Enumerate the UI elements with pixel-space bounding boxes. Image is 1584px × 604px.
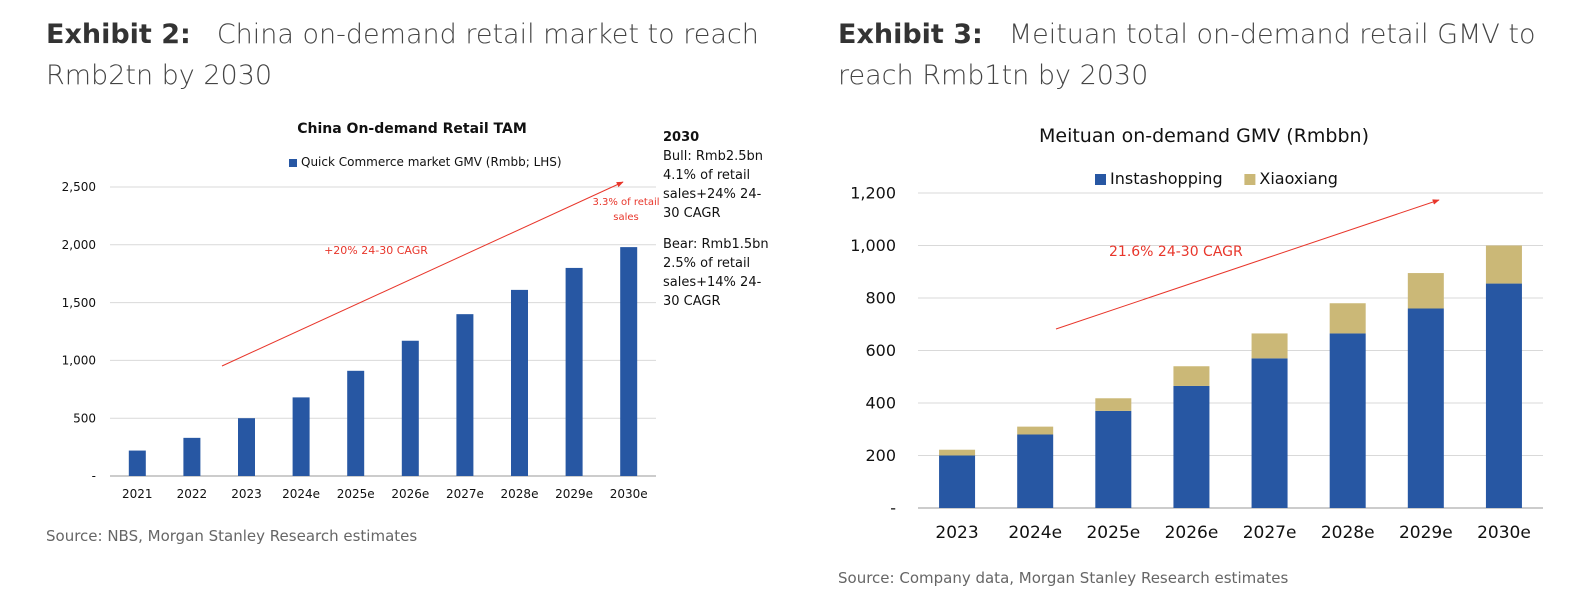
- chart1-bar-quick: [128, 450, 146, 476]
- chart1-xtick-label: 2023: [231, 487, 262, 501]
- exhibit-3-title: Exhibit 3: Meituan total on-demand retail…: [838, 14, 1558, 96]
- chart2-ytick-label: 800: [865, 289, 896, 308]
- exhibit-2-number: Exhibit 2:: [46, 19, 191, 50]
- chart1-ytick-label: 1,500: [62, 296, 96, 310]
- chart2-bar-xiaoxiang: [1485, 245, 1522, 284]
- chart1-legend-label: Quick Commerce market GMV (Rmbb; LHS): [301, 155, 562, 169]
- chart1-title: China On-demand Retail TAM: [297, 121, 527, 137]
- chart1-annotation: 3.3% of retail: [592, 197, 659, 208]
- callout-bear-line: sales+14% 24-: [663, 275, 762, 290]
- chart1-xtick-label: 2029e: [555, 487, 593, 501]
- chart2-xtick-label: 2028e: [1321, 523, 1375, 543]
- chart2-bar-xiaoxiang: [1251, 333, 1288, 359]
- chart2-legend-swatch: [1244, 174, 1256, 185]
- chart1-xtick-label: 2025e: [337, 487, 375, 501]
- exhibit-3-number: Exhibit 3:: [838, 19, 983, 50]
- chart1-xtick-label: 2030e: [610, 487, 648, 501]
- chart2-ytick-label: 400: [865, 394, 896, 413]
- chart2-xtick-label: 2026e: [1165, 523, 1219, 543]
- chart2-annotation: 21.6% 24-30 CAGR: [1109, 244, 1243, 260]
- chart1-annotation: sales: [613, 212, 638, 223]
- exhibit-2-source: Source: NBS, Morgan Stanley Research est…: [46, 527, 418, 545]
- chart1-xtick-label: 2024e: [282, 487, 320, 501]
- exhibit-2-title: Exhibit 2: China on-demand retail market …: [46, 14, 786, 96]
- chart2-bar-instashopping: [1251, 358, 1288, 508]
- chart2-legend-label: Xiaoxiang: [1259, 169, 1338, 188]
- chart2-xtick-label: 2025e: [1086, 523, 1140, 543]
- exhibit-2-heading: China on-demand retail market to reach R…: [46, 19, 759, 91]
- chart2-bar-instashopping: [1485, 283, 1522, 508]
- chart2-ytick-label: 200: [865, 446, 896, 465]
- chart2-bar-xiaoxiang: [1017, 426, 1054, 435]
- chart2-bar-instashopping: [1095, 410, 1132, 508]
- chart1-ytick-label: 500: [73, 411, 96, 425]
- chart2-bar-instashopping: [1017, 434, 1054, 508]
- exhibit-3-source: Source: Company data, Morgan Stanley Res…: [838, 569, 1289, 587]
- callout-bear-line: 2.5% of retail: [663, 256, 751, 271]
- chart1-xtick-label: 2026e: [391, 487, 429, 501]
- chart2-ytick-label: 1,200: [850, 184, 896, 203]
- chart2-xtick-label: 2024e: [1008, 523, 1062, 543]
- chart2-legend-label: Instashopping: [1110, 169, 1223, 188]
- callout-bull-line: 4.1% of retail: [663, 168, 751, 183]
- chart1-xtick-label: 2028e: [501, 487, 539, 501]
- chart2-xtick-label: 2023: [935, 523, 978, 543]
- chart2-xtick-label: 2029e: [1399, 523, 1453, 543]
- chart1-bar-quick: [292, 397, 310, 476]
- chart2-bar-instashopping: [1329, 333, 1366, 508]
- callout-bear-line: 30 CAGR: [663, 294, 721, 309]
- chart1-ytick-label: 2,500: [62, 180, 96, 194]
- chart2-ytick-label: 600: [865, 341, 896, 360]
- chart1-bar-quick: [456, 314, 474, 476]
- chart1-xtick-label: 2027e: [446, 487, 484, 501]
- chart1-ytick-label: 2,000: [62, 238, 96, 252]
- chart2-legend-swatch: [1095, 174, 1106, 185]
- callout-bear-line: Bear: Rmb1.5bn: [663, 237, 769, 252]
- chart1-xtick-label: 2021: [122, 487, 153, 501]
- chart2-bar-xiaoxiang: [1173, 366, 1210, 386]
- chart1-bar-quick: [347, 370, 365, 476]
- callout-year: 2030: [663, 130, 700, 145]
- chart1-xtick-label: 2022: [177, 487, 208, 501]
- chart1-bar-quick: [565, 267, 583, 476]
- chart1-bar-quick: [401, 340, 419, 476]
- callout-bull-line: 30 CAGR: [663, 206, 721, 221]
- chart2-bar-instashopping: [939, 455, 976, 508]
- scenario-callout: 2030 Bull: Rmb2.5bn 4.1% of retail sales…: [663, 128, 783, 311]
- chart2-bar-xiaoxiang: [1407, 273, 1444, 309]
- chart2-ytick-label: -: [890, 499, 896, 518]
- chart1-ytick-label: -: [92, 469, 96, 483]
- chart2-bar-xiaoxiang: [939, 449, 976, 456]
- chart1-bar-quick: [183, 437, 201, 476]
- chart1-bar-quick: [620, 247, 638, 476]
- callout-bull-line: sales+24% 24-: [663, 187, 762, 202]
- chart1-annotation: +20% 24-30 CAGR: [324, 244, 428, 257]
- chart2-bar-instashopping: [1173, 385, 1210, 508]
- chart1-cagr-arrow: [221, 181, 624, 367]
- chart2-bar-instashopping: [1407, 308, 1444, 508]
- chart1-bar-quick: [238, 418, 255, 476]
- chart1-ytick-label: 1,000: [62, 354, 96, 368]
- chart2-xtick-label: 2027e: [1243, 523, 1297, 543]
- exhibit-3-heading: Meituan total on-demand retail GMV to re…: [838, 19, 1536, 91]
- chart2-ytick-label: 1,000: [850, 236, 896, 255]
- chart2-cagr-arrow: [1055, 199, 1440, 330]
- chart2-bar-xiaoxiang: [1329, 303, 1366, 334]
- chart2-bar-xiaoxiang: [1095, 398, 1132, 411]
- callout-bull-line: Bull: Rmb2.5bn: [663, 149, 764, 164]
- chart1-legend-swatch: [289, 159, 297, 167]
- chart2-title: Meituan on-demand GMV (Rmbbn): [1039, 125, 1369, 147]
- chart1-bar-quick: [511, 289, 528, 476]
- chart2-xtick-label: 2030e: [1477, 523, 1531, 543]
